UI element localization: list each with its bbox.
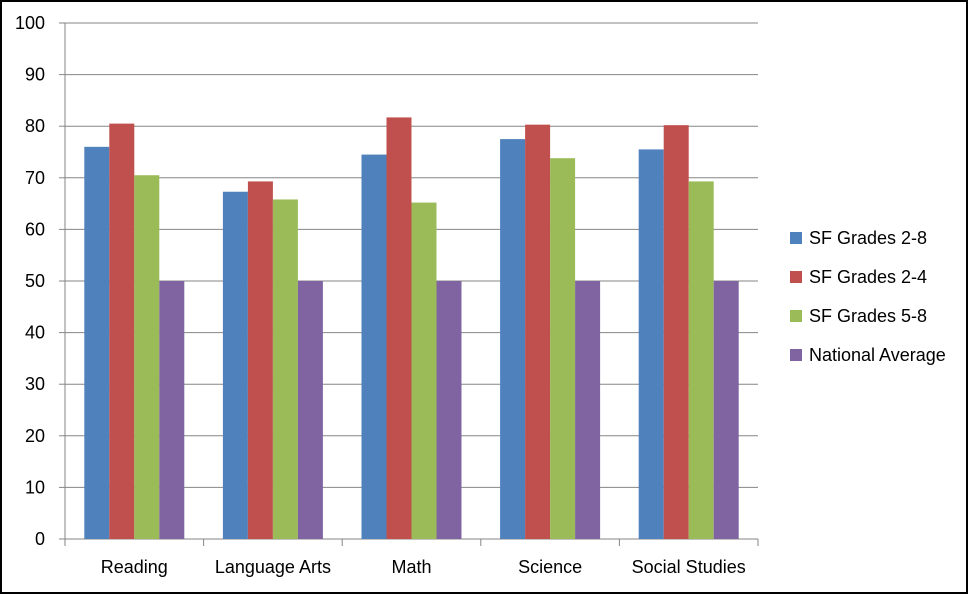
bar-social-studies-national-average bbox=[713, 281, 739, 539]
bar-math-sf-grades-5-8 bbox=[411, 202, 437, 539]
bar-language-arts-sf-grades-5-8 bbox=[272, 199, 298, 540]
y-tick-label: 0 bbox=[35, 529, 45, 549]
bar-science-national-average bbox=[575, 281, 601, 539]
bar-reading-sf-grades-5-8 bbox=[134, 175, 160, 539]
y-tick-label: 80 bbox=[25, 116, 45, 136]
bar-math-national-average bbox=[436, 281, 462, 539]
legend-label: SF Grades 5-8 bbox=[809, 306, 927, 326]
legend-swatch bbox=[790, 271, 802, 283]
bar-science-sf-grades-2-8 bbox=[500, 139, 526, 539]
bar-reading-national-average bbox=[159, 281, 185, 539]
bar-language-arts-sf-grades-2-4 bbox=[247, 181, 273, 540]
y-tick-label: 30 bbox=[25, 374, 45, 394]
bar-science-sf-grades-2-4 bbox=[525, 124, 551, 539]
bar-social-studies-sf-grades-2-4 bbox=[663, 125, 689, 539]
y-axis-ticks: 0 10 20 30 40 50 60 70 80 90 100 bbox=[15, 13, 45, 549]
legend-label: SF Grades 2-8 bbox=[809, 228, 927, 248]
x-tick-label: Math bbox=[391, 557, 431, 577]
bar-reading-sf-grades-2-4 bbox=[109, 123, 135, 540]
bar-science-sf-grades-5-8 bbox=[550, 158, 576, 539]
y-tick-label: 100 bbox=[15, 13, 45, 33]
bar-reading-sf-grades-2-8 bbox=[84, 146, 110, 539]
legend: SF Grades 2-8 SF Grades 2-4 SF Grades 5-8 N… bbox=[790, 228, 946, 365]
bar-language-arts-sf-grades-2-8 bbox=[222, 191, 248, 539]
y-tick-label: 60 bbox=[25, 219, 45, 239]
bar-language-arts-national-average bbox=[297, 281, 323, 539]
y-tick-label: 90 bbox=[25, 65, 45, 85]
y-tick-label: 40 bbox=[25, 323, 45, 343]
y-tick-label: 70 bbox=[25, 168, 45, 188]
x-axis-ticks: Reading Language Arts Math Science Social St… bbox=[101, 557, 746, 577]
x-tick-label: Social Studies bbox=[632, 557, 746, 577]
bar-social-studies-sf-grades-2-8 bbox=[638, 149, 664, 540]
y-tick-label: 50 bbox=[25, 271, 45, 291]
x-tick-label: Reading bbox=[101, 557, 168, 577]
bar-math-sf-grades-2-4 bbox=[386, 117, 412, 539]
legend-label: National Average bbox=[809, 345, 946, 365]
x-tick-label: Science bbox=[518, 557, 582, 577]
legend-label: SF Grades 2-4 bbox=[809, 267, 927, 287]
y-tick-label: 10 bbox=[25, 477, 45, 497]
legend-swatch bbox=[790, 349, 802, 361]
bars bbox=[84, 117, 739, 540]
legend-swatch bbox=[790, 232, 802, 244]
y-tick-label: 20 bbox=[25, 426, 45, 446]
bar-math-sf-grades-2-8 bbox=[361, 154, 387, 539]
legend-swatch bbox=[790, 310, 802, 322]
x-tick-label: Language Arts bbox=[215, 557, 331, 577]
bar-social-studies-sf-grades-5-8 bbox=[688, 181, 714, 540]
